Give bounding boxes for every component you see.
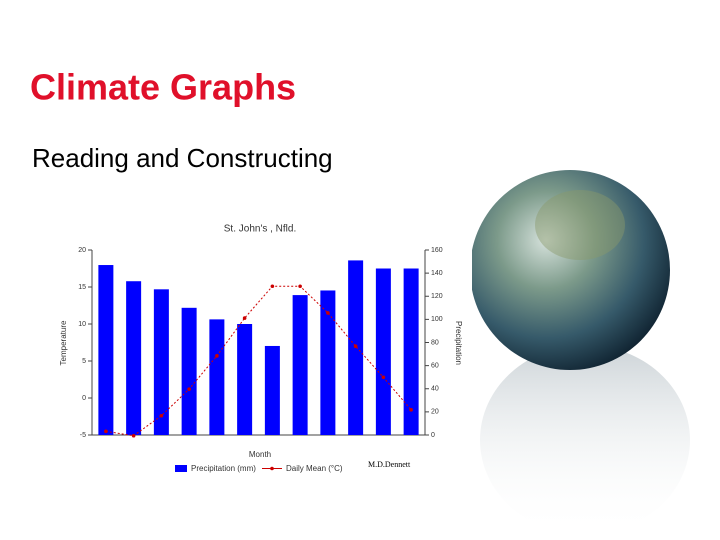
- bar: [292, 295, 308, 435]
- y2-tick-label: 140: [431, 270, 443, 277]
- globe: [470, 170, 670, 370]
- y2-tick-label: 120: [431, 293, 443, 300]
- line-point: [215, 354, 219, 358]
- y-tick-label: 20: [78, 247, 86, 254]
- line-point: [242, 316, 247, 320]
- line-point: [270, 284, 275, 289]
- line-point: [381, 375, 386, 380]
- y-tick-label: 5: [82, 358, 86, 365]
- legend-label: Daily Mean (°C): [286, 464, 343, 473]
- bar: [126, 281, 142, 435]
- line-point: [326, 311, 330, 315]
- globe-reflection: [480, 345, 690, 535]
- y2-axis-label: Precipitation: [454, 321, 463, 365]
- y2-tick-label: 60: [431, 362, 439, 369]
- globe-land: [535, 190, 625, 260]
- line-point: [104, 429, 108, 434]
- bar: [375, 268, 391, 435]
- y2-tick-label: 80: [431, 339, 439, 346]
- chart-credit: M.D.Dennett: [368, 460, 411, 469]
- y-tick-label: 15: [78, 284, 86, 291]
- y2-tick-label: 100: [431, 316, 443, 323]
- y-tick-label: -5: [80, 432, 86, 439]
- y2-tick-label: 40: [431, 386, 439, 393]
- line-point: [131, 433, 136, 438]
- chart-panel: [55, 212, 472, 484]
- legend-swatch: [270, 466, 274, 471]
- bar: [98, 265, 114, 435]
- line-point: [187, 387, 191, 391]
- line-point: [409, 408, 413, 412]
- bar: [209, 319, 225, 435]
- line-point: [298, 284, 302, 289]
- legend-swatch: [175, 465, 187, 472]
- bar: [320, 290, 336, 435]
- y2-tick-label: 20: [431, 409, 439, 416]
- x-axis-label: Month: [249, 450, 271, 459]
- y-tick-label: 10: [78, 321, 86, 328]
- bar: [237, 324, 253, 435]
- line-point: [159, 413, 164, 418]
- y2-tick-label: 0: [431, 432, 435, 439]
- legend-label: Precipitation (mm): [191, 464, 256, 473]
- chart-title: St. John's , Nfld.: [224, 224, 297, 235]
- bar: [181, 307, 197, 435]
- slide-title: Climate Graphs: [30, 67, 296, 108]
- bar: [403, 268, 419, 435]
- y2-tick-label: 160: [431, 247, 443, 254]
- line: [105, 285, 412, 437]
- chart: St. John's , Nfld. -5 0 5 10 15 20 0 20 40 60 80 100…: [59, 224, 463, 473]
- bar: [153, 289, 169, 435]
- bar: [264, 345, 280, 435]
- y-axis-label: Temperature: [59, 320, 68, 365]
- line-point: [353, 344, 358, 349]
- slide-subtitle: Reading and Constructing: [32, 143, 333, 173]
- y-tick-label: 0: [82, 395, 86, 402]
